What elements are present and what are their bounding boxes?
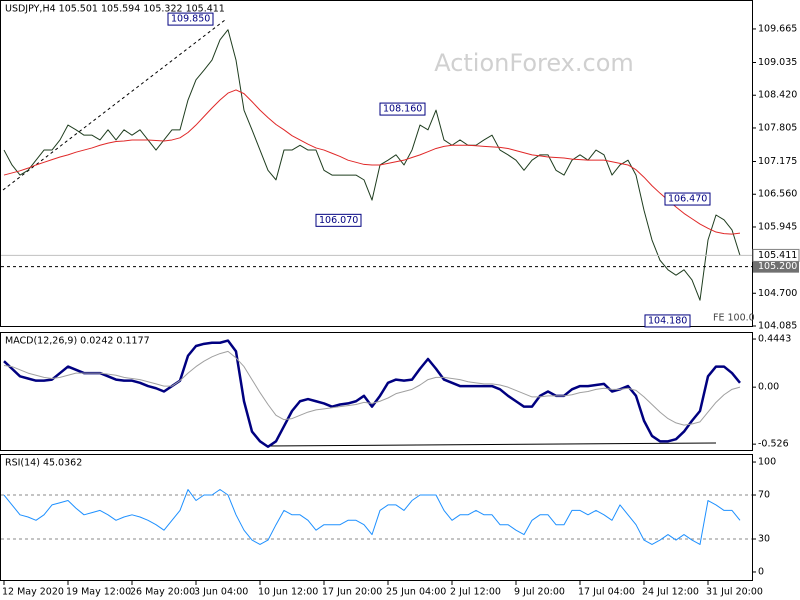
x-tick-label: 17 Jun 20:00 <box>322 587 382 598</box>
panel-title: USDJPY,H4 105.501 105.594 105.322 105.41… <box>5 4 225 15</box>
y-tick-label: 109.035 <box>758 57 797 68</box>
y-tick-label: 105.945 <box>758 221 797 232</box>
x-tick-label: 19 May 12:00 <box>66 587 131 598</box>
x-tick-label: 9 Jul 20:00 <box>514 587 565 598</box>
x-tick-label: 17 Jul 04:00 <box>578 587 635 598</box>
y-tick-label: 106.560 <box>758 189 797 200</box>
trend-line <box>2 19 226 191</box>
current-price-box <box>752 248 800 262</box>
x-tick-label: 2 Jul 12:00 <box>450 587 501 598</box>
y-tick-label: 30 <box>758 533 770 544</box>
y-tick-label: 108.420 <box>758 90 797 101</box>
annotation-box <box>315 213 362 227</box>
y-tick-label: 104.085 <box>758 321 797 332</box>
panel-title: MACD(12,26,9) 0.0242 0.1177 <box>5 336 150 347</box>
rsi-panel <box>0 454 753 581</box>
annotation-box <box>664 192 711 206</box>
y-tick-label: 100 <box>758 457 776 468</box>
fe-label: FE 100.0 <box>713 313 755 324</box>
x-tick-label: 26 May 20:00 <box>130 587 195 598</box>
macd-trend-line <box>267 442 717 447</box>
level-label: 105.200 <box>758 261 797 272</box>
series-line <box>3 339 741 448</box>
x-tick-label: 25 Jun 04:00 <box>386 587 446 598</box>
annotation-label: 106.470 <box>668 194 707 205</box>
level-box <box>753 260 799 273</box>
annotation-box <box>167 12 214 26</box>
y-tick-label: -0.526 <box>758 439 789 450</box>
series-line <box>3 489 741 545</box>
x-tick-label: 24 Jul 12:00 <box>642 587 699 598</box>
x-tick-label: 12 May 2020 <box>2 587 64 598</box>
annotation-box <box>644 314 691 328</box>
y-tick-label: 0.4443 <box>758 334 791 345</box>
series-line <box>3 350 741 426</box>
watermark: ActionForex.com <box>434 49 634 77</box>
series-line <box>3 29 741 301</box>
panel-title: RSI(14) 45.0362 <box>5 458 82 469</box>
price-panel <box>0 0 753 327</box>
y-tick-label: 107.805 <box>758 122 797 133</box>
macd-panel <box>0 332 753 451</box>
x-tick-label: 10 Jun 12:00 <box>258 587 318 598</box>
x-tick-label: 3 Jun 04:00 <box>194 587 248 598</box>
x-tick-label: 31 Jul 20:00 <box>706 587 763 598</box>
y-tick-label: 109.665 <box>758 23 797 34</box>
annotation-box <box>379 102 426 116</box>
y-tick-label: 0.00 <box>758 382 779 393</box>
series-line <box>3 89 741 235</box>
y-tick-label: 107.175 <box>758 156 797 167</box>
annotation-label: 104.180 <box>648 315 687 326</box>
y-tick-label: 104.700 <box>758 288 797 299</box>
annotation-label: 108.160 <box>383 104 422 115</box>
annotation-label: 109.850 <box>171 14 210 25</box>
y-tick-label: 0 <box>758 566 764 577</box>
annotation-label: 106.070 <box>319 215 358 226</box>
current-price-label: 105.411 <box>758 250 797 261</box>
y-tick-label: 70 <box>758 490 770 501</box>
